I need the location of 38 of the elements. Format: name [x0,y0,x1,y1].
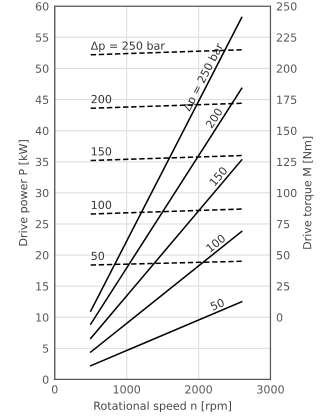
annotation: 100 [206,234,226,252]
annotation: 150 [92,147,112,156]
y2-tick-label: 100 [277,188,297,198]
y-tick-label: 50 [36,64,48,73]
y2-tick-label: 250 [276,2,297,11]
x-tick-label: 1000 [114,385,140,394]
y2-tick-label: 150 [277,126,297,136]
y-tick-label: 35 [36,158,48,166]
annotation: 50 [210,298,225,311]
y2-tick-label: 225 [276,33,296,42]
y-tick-label: 45 [36,96,48,104]
y-tick-label: 0 [42,375,48,384]
y-tick-label: 20 [36,251,48,260]
y2-axis-title: Drive torque M [Nm] [302,136,314,249]
y-tick-label: 15 [36,282,48,291]
annotation: 100 [92,200,112,210]
x-tick-label: 0 [52,385,58,394]
y2-tick-label: 0 [276,313,282,322]
y2-tick-label: 25 [276,282,290,291]
y-axis-title: Drive power P [kW] [18,140,30,246]
annotation: Δp = 250 bar [90,41,165,52]
y-tick-label: 55 [36,33,48,42]
y-tick-label: 5 [42,344,48,353]
y-tick-label: 40 [36,126,48,136]
x-axis-title: Rotational speed n [rpm] [94,401,231,412]
y2-tick-label: 125 [277,158,296,166]
y2-tick-label: 75 [276,220,290,228]
y2-tick-label: 50 [276,251,290,260]
y-tick-label: 25 [36,220,48,228]
y-tick-label: 30 [36,188,48,198]
y-tick-label: 60 [36,2,48,11]
y2-tick-label: 200 [276,64,297,73]
y2-tick-label: 175 [277,96,296,104]
x-tick-label: 2000 [185,385,212,394]
y-tick-label: 10 [36,313,48,322]
annotation: 200 [92,94,112,104]
x-tick-label: 3000 [257,385,284,394]
annotation: 50 [92,252,104,260]
